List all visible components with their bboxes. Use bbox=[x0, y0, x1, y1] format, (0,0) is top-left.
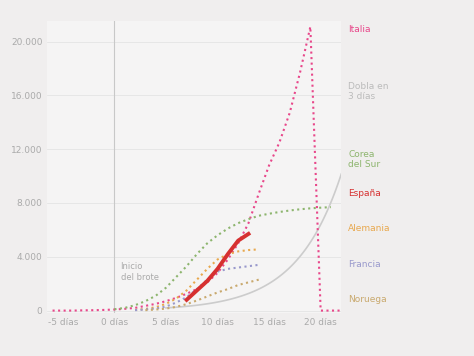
Text: Noruega: Noruega bbox=[348, 295, 387, 304]
Text: Dobla en
3 días: Dobla en 3 días bbox=[348, 82, 389, 101]
Text: Inicio
del brote: Inicio del brote bbox=[120, 262, 159, 282]
Text: Francia: Francia bbox=[348, 260, 381, 269]
Text: Corea
del Sur: Corea del Sur bbox=[348, 150, 381, 169]
Text: Italia: Italia bbox=[348, 25, 371, 34]
Text: Alemania: Alemania bbox=[348, 224, 391, 233]
Text: España: España bbox=[348, 189, 381, 198]
